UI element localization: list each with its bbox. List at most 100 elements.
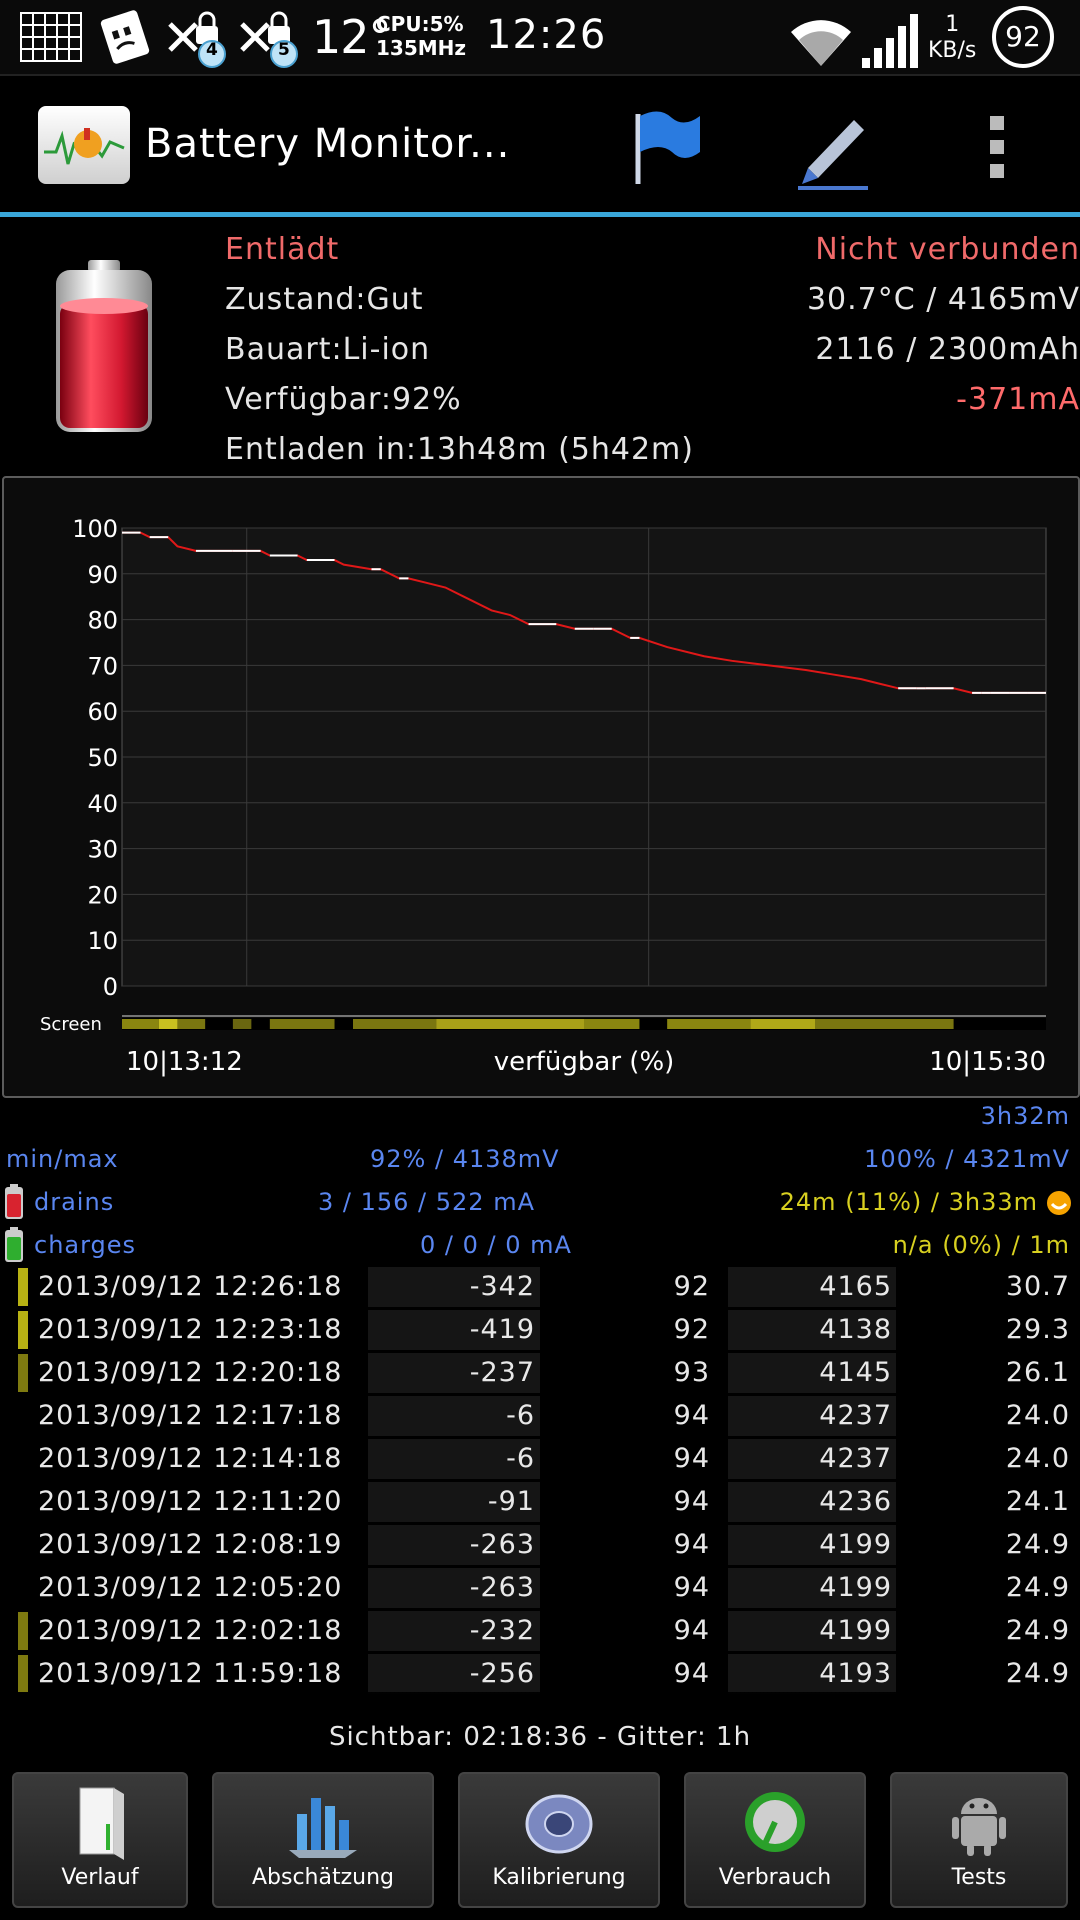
battery-available: Verfügbar:92% bbox=[225, 382, 462, 417]
row-timestamp: 2013/09/12 12:02:18 bbox=[38, 1615, 343, 1646]
screen-segment bbox=[815, 1019, 954, 1029]
y-tick-label: 50 bbox=[87, 744, 118, 772]
pencil-icon[interactable] bbox=[788, 102, 878, 192]
table-row[interactable]: 2013/09/12 12:26:18 -342 92 4165 30.7 bbox=[0, 1266, 1080, 1309]
row-voltage: 4237 bbox=[819, 1400, 892, 1431]
row-timestamp: 2013/09/12 12:14:18 bbox=[38, 1443, 343, 1474]
cell-background bbox=[368, 1267, 540, 1307]
screen-marker bbox=[18, 1483, 28, 1521]
nav-button-tests[interactable]: Tests bbox=[890, 1772, 1068, 1908]
cell-background bbox=[368, 1525, 540, 1565]
scroll-fade bbox=[0, 1692, 1080, 1716]
discharge-time: Entladen in:13h48m (5h42m) bbox=[225, 432, 694, 467]
cell-background bbox=[728, 1310, 896, 1350]
visible-range-label: Sichtbar: 02:18:36 - Gitter: 1h bbox=[328, 1722, 752, 1752]
drains-label: drains bbox=[34, 1188, 115, 1216]
screen-marker bbox=[18, 1612, 28, 1650]
notification-lock-icon: 4 bbox=[166, 10, 232, 68]
cell-background bbox=[728, 1267, 896, 1307]
grid-icon bbox=[20, 12, 82, 62]
row-percent: 94 bbox=[673, 1529, 710, 1560]
cell-background bbox=[728, 1568, 896, 1608]
nav-button-label: Verbrauch bbox=[718, 1865, 832, 1890]
table-row[interactable]: 2013/09/12 11:59:18 -256 94 4193 24.9 bbox=[0, 1653, 1080, 1696]
row-timestamp: 2013/09/12 12:23:18 bbox=[38, 1314, 343, 1345]
status-bar: 4 5 12° CPU:5% 135MHz 12:26 1 KB/s 92 bbox=[0, 0, 1080, 76]
table-row[interactable]: 2013/09/12 12:05:20 -263 94 4199 24.9 bbox=[0, 1567, 1080, 1610]
battery-percent-ring: 92 bbox=[992, 6, 1054, 68]
row-voltage: 4237 bbox=[819, 1443, 892, 1474]
battery-state: Entlädt bbox=[225, 232, 340, 267]
y-tick-label: 60 bbox=[87, 698, 118, 726]
battery-type: Bauart:Li-ion bbox=[225, 332, 431, 367]
row-percent: 92 bbox=[673, 1271, 710, 1302]
battery-chart[interactable]: 100 90 80 70 60 50 40 30 20 10 0 Screen 10|13:12 verf… bbox=[2, 476, 1080, 1098]
y-tick-label: 10 bbox=[87, 927, 118, 955]
y-tick-label: 80 bbox=[87, 607, 118, 635]
table-row[interactable]: 2013/09/12 12:11:20 -91 94 4236 24.1 bbox=[0, 1481, 1080, 1524]
cell-background bbox=[368, 1439, 540, 1479]
row-percent: 93 bbox=[673, 1357, 710, 1388]
row-current: -6 bbox=[506, 1400, 535, 1431]
cell-background bbox=[368, 1396, 540, 1436]
y-tick-label: 20 bbox=[87, 881, 118, 909]
row-percent: 94 bbox=[673, 1486, 710, 1517]
x-end-label: 10|15:30 bbox=[929, 1047, 1046, 1077]
y-tick-label: 40 bbox=[87, 790, 118, 818]
notification-lock-icon: 5 bbox=[238, 10, 304, 68]
row-current: -237 bbox=[469, 1357, 535, 1388]
flag-icon[interactable] bbox=[620, 102, 710, 192]
table-row[interactable]: 2013/09/12 12:17:18 -6 94 4237 24.0 bbox=[0, 1395, 1080, 1438]
cell-background bbox=[368, 1568, 540, 1608]
y-tick-label: 90 bbox=[87, 561, 118, 589]
screen-segment bbox=[750, 1019, 815, 1029]
nav-button-verlauf[interactable]: Verlauf bbox=[12, 1772, 188, 1908]
row-percent: 94 bbox=[673, 1400, 710, 1431]
green-battery-icon bbox=[5, 1227, 23, 1262]
y-tick-label: 100 bbox=[72, 515, 118, 543]
screen-segment bbox=[584, 1019, 640, 1029]
cpu-frequency: 135MHz bbox=[376, 36, 467, 60]
row-temperature: 24.9 bbox=[1005, 1658, 1070, 1689]
overflow-menu-icon[interactable] bbox=[952, 102, 1042, 192]
charges-label: charges bbox=[34, 1231, 137, 1259]
screen-marker bbox=[18, 1311, 28, 1349]
cell-background bbox=[728, 1439, 896, 1479]
screen-marker bbox=[18, 1655, 28, 1693]
row-current: -256 bbox=[469, 1658, 535, 1689]
table-row[interactable]: 2013/09/12 12:02:18 -232 94 4199 24.9 bbox=[0, 1610, 1080, 1653]
row-timestamp: 2013/09/12 12:05:20 bbox=[38, 1572, 343, 1603]
action-bar-divider bbox=[0, 212, 1080, 217]
row-temperature: 24.0 bbox=[1005, 1400, 1070, 1431]
wifi-icon bbox=[791, 20, 851, 66]
cell-background bbox=[728, 1353, 896, 1393]
screen-marker bbox=[18, 1440, 28, 1478]
screen-segment bbox=[177, 1019, 206, 1029]
table-row[interactable]: 2013/09/12 12:23:18 -419 92 4138 29.3 bbox=[0, 1309, 1080, 1352]
row-temperature: 24.9 bbox=[1005, 1615, 1070, 1646]
table-row[interactable]: 2013/09/12 12:20:18 -237 93 4145 26.1 bbox=[0, 1352, 1080, 1395]
screen-segment bbox=[158, 1019, 178, 1029]
nav-button-kalibrierung[interactable]: Kalibrierung bbox=[458, 1772, 660, 1908]
red-battery-icon bbox=[5, 1184, 23, 1219]
charges-time: n/a (0%) / 1m bbox=[892, 1231, 1070, 1259]
row-voltage: 4145 bbox=[819, 1357, 892, 1388]
nav-button-verbrauch[interactable]: Verbrauch bbox=[684, 1772, 866, 1908]
cell-background bbox=[368, 1353, 540, 1393]
nav-button-abschätzung[interactable]: Abschätzung bbox=[212, 1772, 434, 1908]
cell-background bbox=[368, 1310, 540, 1350]
notification-count: 4 bbox=[206, 40, 218, 60]
app-icon[interactable] bbox=[38, 106, 130, 184]
screen-marker bbox=[18, 1354, 28, 1392]
screen-segment bbox=[232, 1019, 252, 1029]
action-bar: Battery Monitor... bbox=[0, 76, 1080, 212]
drains-time: 24m (11%) / 3h33m bbox=[779, 1188, 1038, 1216]
cpu-readout: CPU:5% 135MHz bbox=[376, 12, 466, 60]
row-temperature: 29.3 bbox=[1005, 1314, 1070, 1345]
table-row[interactable]: 2013/09/12 12:14:18 -6 94 4237 24.0 bbox=[0, 1438, 1080, 1481]
charges-value: 0 / 0 / 0 mA bbox=[420, 1231, 572, 1259]
cell-background bbox=[728, 1525, 896, 1565]
screen-marker bbox=[18, 1569, 28, 1607]
table-row[interactable]: 2013/09/12 12:08:19 -263 94 4199 24.9 bbox=[0, 1524, 1080, 1567]
row-temperature: 30.7 bbox=[1005, 1271, 1070, 1302]
